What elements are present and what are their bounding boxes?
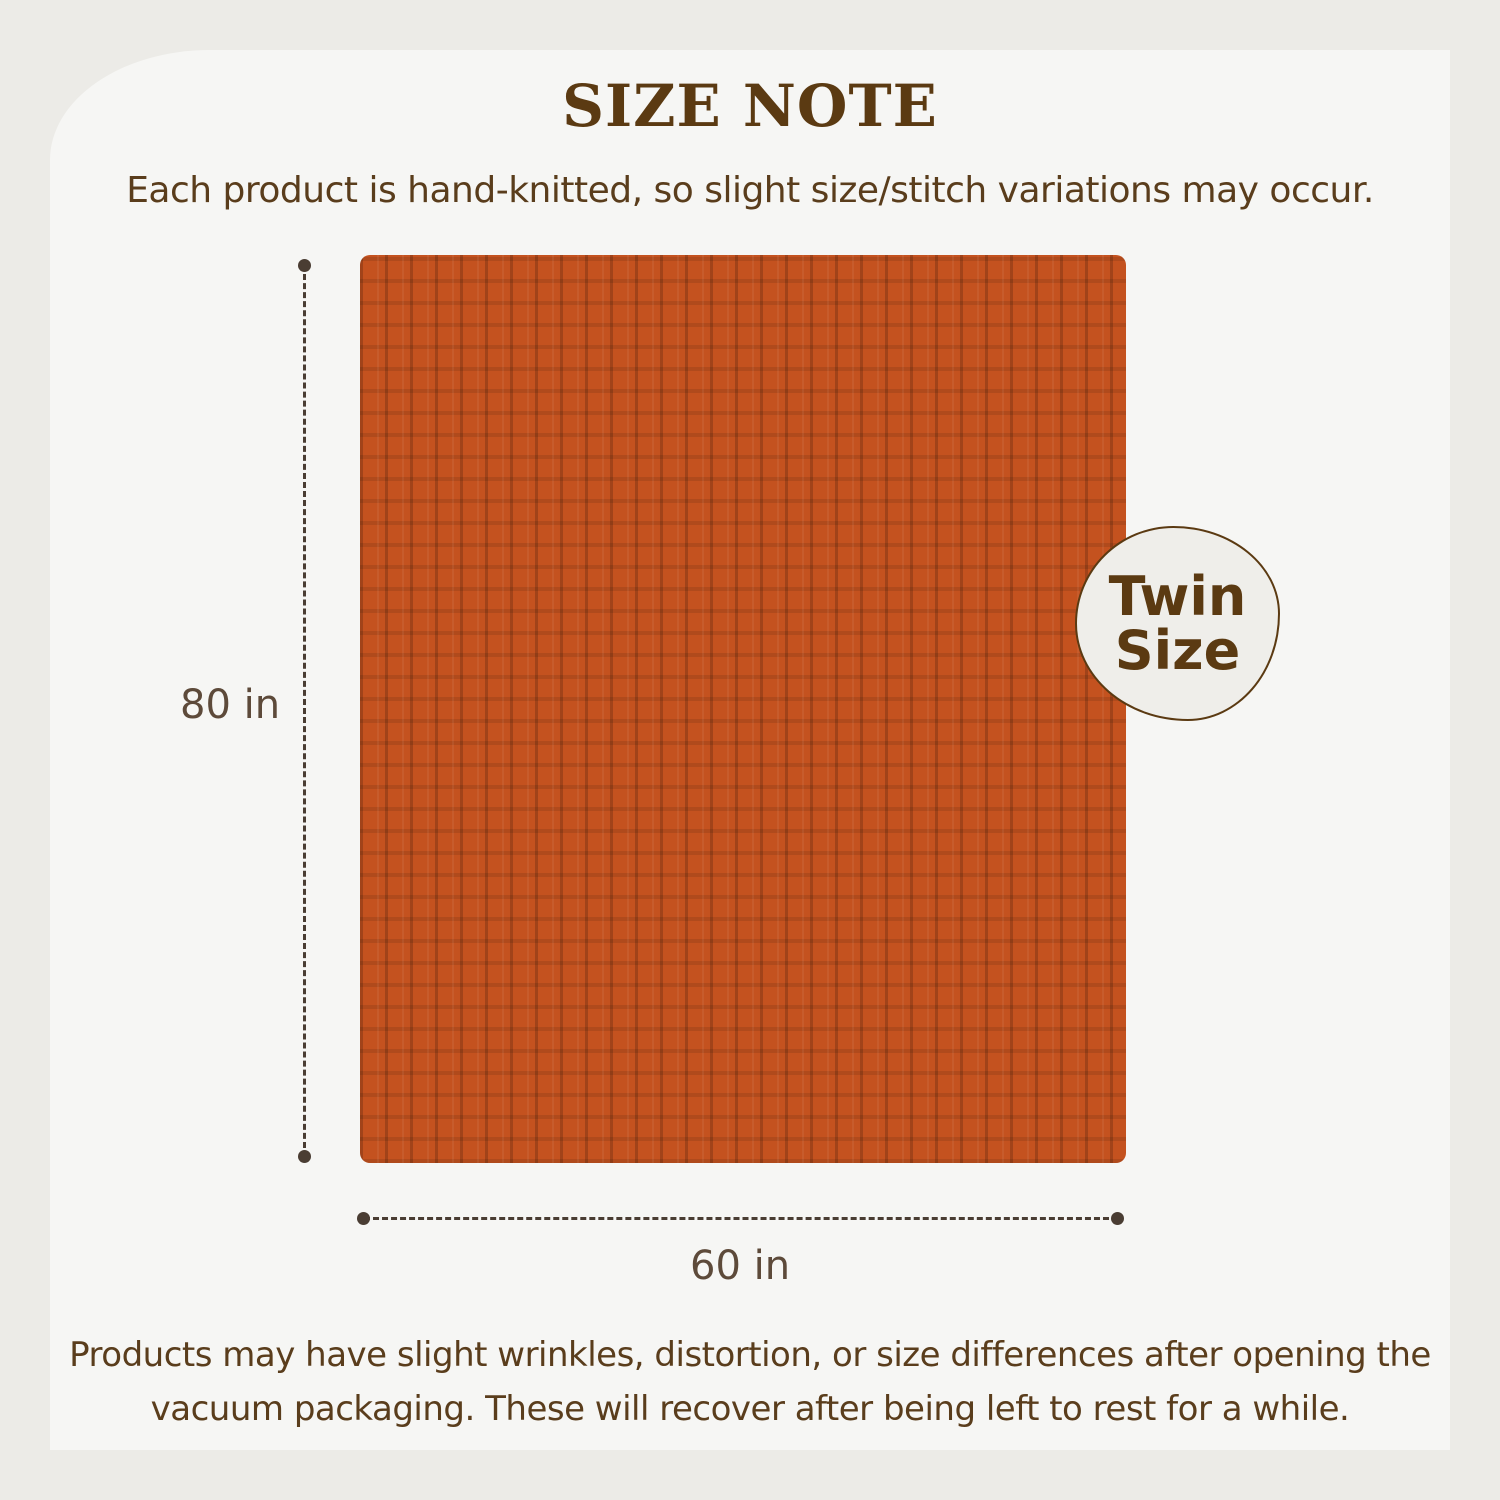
height-line-bottom-dot: [298, 1150, 311, 1163]
width-label: 60 in: [690, 1243, 791, 1289]
height-line-top-dot: [298, 259, 311, 272]
footer-note: Products may have slight wrinkles, disto…: [0, 1328, 1500, 1436]
page-title: SIZE NOTE: [562, 72, 938, 140]
height-label: 80 in: [180, 682, 281, 728]
width-dimension-line: [364, 1217, 1118, 1220]
blanket-image: [360, 255, 1126, 1163]
footer-line-2: vacuum packaging. These will recover aft…: [150, 1389, 1350, 1429]
width-line-left-dot: [357, 1212, 370, 1225]
badge-line-1: Twin: [1108, 564, 1247, 628]
size-badge: Twin Size: [1075, 526, 1280, 721]
footer-line-1: Products may have slight wrinkles, disto…: [69, 1335, 1431, 1375]
badge-line-2: Size: [1114, 618, 1241, 682]
subtitle: Each product is hand-knitted, so slight …: [126, 170, 1374, 211]
height-dimension-line: [303, 265, 306, 1157]
width-line-right-dot: [1111, 1212, 1124, 1225]
